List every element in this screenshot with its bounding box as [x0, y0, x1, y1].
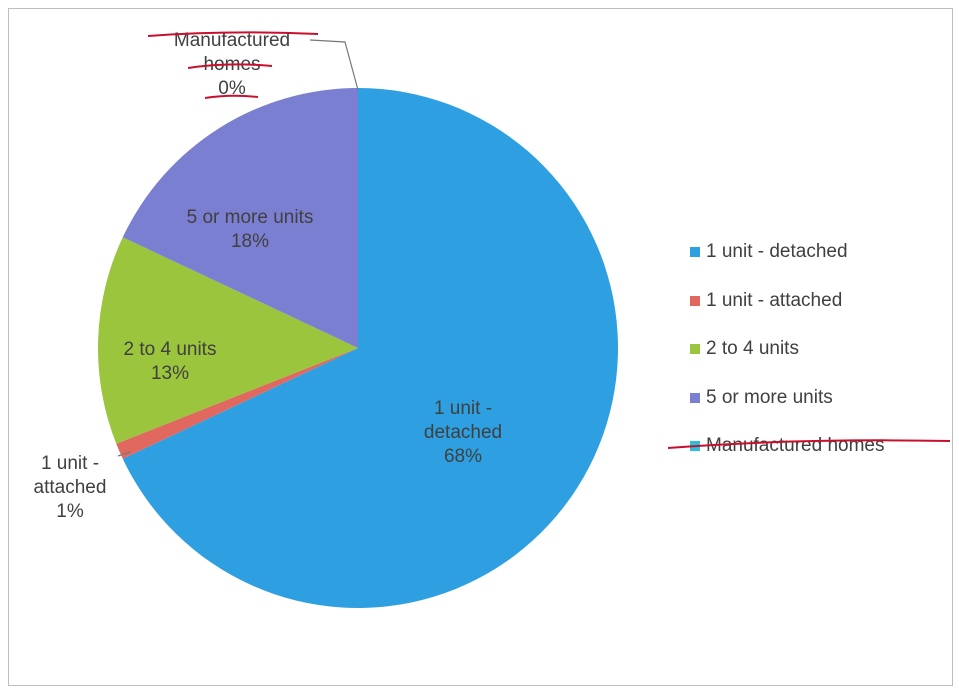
legend-item: 2 to 4 units — [690, 337, 799, 361]
label-value: 18% — [230, 231, 270, 252]
legend-item: 1 unit - attached — [690, 289, 842, 313]
legend-label: 2 to 4 units — [706, 338, 799, 359]
legend-label: Manufactured homes — [706, 435, 885, 456]
legend-item: Manufactured homes — [690, 434, 885, 458]
data-label: 2 to 4 units 13% — [70, 338, 270, 386]
data-label: 1 unit - attached 1% — [25, 452, 115, 524]
legend-item: 1 unit - detached — [690, 240, 848, 264]
legend-swatch — [690, 295, 700, 306]
legend-swatch — [690, 441, 700, 451]
slice — [116, 348, 358, 459]
chart-frame — [8, 8, 953, 686]
legend-item: 5 or more units — [690, 386, 833, 410]
label-name: 5 or more units — [186, 207, 314, 228]
legend-swatch — [690, 344, 700, 354]
slice — [122, 88, 618, 608]
label-value: 1% — [56, 501, 84, 522]
leader-line — [309, 39, 359, 91]
data-label: 1 unit - detached 68% — [413, 397, 513, 469]
leader-line — [117, 451, 131, 457]
label-name: 1 unit - detached — [423, 398, 503, 443]
data-label: Manufactured homes 0% — [152, 29, 312, 101]
legend-label: 1 unit - attached — [706, 289, 843, 311]
label-name: 1 unit - attached — [33, 453, 107, 498]
legend-label: 5 or more units — [706, 386, 833, 408]
label-name: Manufactured homes — [173, 30, 291, 75]
data-label: 5 or more units 18% — [150, 206, 350, 254]
label-name: 2 to 4 units — [123, 339, 217, 360]
slice — [98, 237, 359, 444]
legend-swatch — [690, 247, 700, 257]
slice — [122, 88, 358, 348]
label-value: 13% — [150, 363, 190, 384]
legend-swatch — [690, 392, 700, 403]
label-value: 68% — [443, 446, 483, 467]
legend-label: 1 unit - detached — [706, 241, 848, 262]
label-value: 0% — [218, 78, 246, 99]
